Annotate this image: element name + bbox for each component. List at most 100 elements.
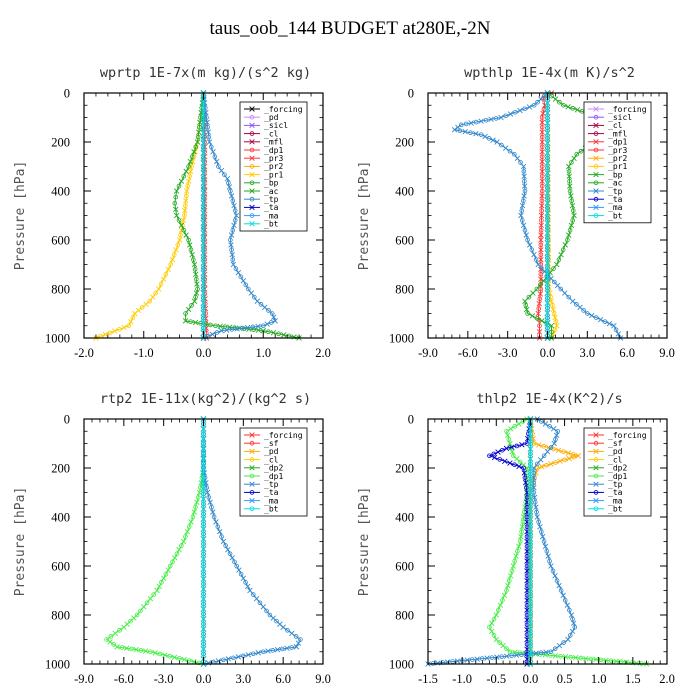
series-marker [143, 301, 149, 308]
series-marker [568, 222, 575, 229]
series-marker [293, 634, 299, 639]
legend-label: _pr3 [608, 146, 627, 155]
series-marker [528, 651, 533, 657]
series-marker [202, 125, 207, 130]
series-marker [167, 653, 173, 659]
series-marker [535, 310, 541, 317]
y-tick-label: 0 [408, 87, 414, 101]
legend-marker [249, 465, 255, 471]
series-marker [200, 456, 207, 462]
series-marker [528, 591, 533, 597]
series-marker [104, 637, 109, 642]
legend-marker [249, 440, 255, 446]
series-marker [548, 461, 554, 467]
series-marker [230, 261, 237, 268]
series-marker [528, 461, 533, 467]
series-marker [148, 649, 153, 655]
series-marker [525, 237, 530, 243]
series-marker [504, 428, 509, 434]
series-marker [524, 553, 530, 559]
series-marker [201, 541, 206, 547]
series-marker [539, 149, 545, 155]
series-marker [482, 133, 488, 140]
series-marker [544, 190, 551, 196]
series-marker [189, 164, 194, 169]
x-tick-label: 1.0 [255, 346, 271, 360]
legend-marker [249, 221, 255, 227]
legend-marker [249, 164, 255, 169]
series-marker [203, 479, 209, 486]
series-marker [201, 205, 206, 211]
series-marker [112, 630, 118, 637]
series-marker [512, 151, 517, 157]
series-marker [521, 183, 528, 189]
series-marker [566, 455, 572, 462]
series-marker [192, 267, 198, 272]
x-tick-label: -1.0 [134, 346, 154, 360]
legend-marker [249, 204, 255, 211]
series-marker [524, 563, 530, 569]
legend-label: _ma [264, 211, 279, 220]
series-marker [160, 276, 167, 282]
series-marker [200, 436, 207, 442]
series-marker [499, 142, 504, 148]
y-tick-label: 400 [51, 511, 70, 525]
series-marker [581, 308, 586, 313]
series-marker [250, 324, 256, 330]
y-axis-label: Pressure [hPa] [357, 487, 372, 597]
series-marker [538, 212, 545, 219]
series-marker [200, 596, 207, 602]
series-marker [519, 208, 525, 213]
series-marker [175, 242, 181, 248]
series-marker [200, 310, 207, 316]
series-marker [507, 649, 513, 655]
series-marker [539, 202, 545, 209]
legend-label: _forcing [608, 431, 647, 440]
y-tick-label: 800 [51, 283, 70, 297]
series-marker [547, 558, 552, 564]
series-marker [491, 454, 498, 461]
series-marker [201, 531, 206, 537]
series-marker [218, 327, 225, 334]
series-marker [147, 595, 154, 602]
series-marker [201, 145, 206, 151]
series-marker [285, 628, 290, 633]
legend-marker [249, 155, 255, 161]
series-marker [566, 294, 572, 300]
series-marker [213, 323, 218, 329]
series-marker [191, 149, 197, 155]
series-marker [201, 441, 206, 447]
series-marker [508, 444, 515, 450]
series-marker [235, 654, 242, 660]
legend-marker [249, 147, 255, 153]
series-marker [195, 134, 201, 140]
series-marker [201, 471, 206, 477]
series-marker [520, 163, 527, 170]
series-marker [537, 296, 543, 302]
series-marker [539, 115, 545, 120]
series-marker [520, 514, 527, 520]
series-marker [246, 286, 251, 292]
series-marker [558, 588, 564, 593]
series-marker [544, 280, 551, 286]
legend-label: _ta [608, 195, 623, 204]
series-marker [521, 193, 527, 199]
series-marker [260, 327, 266, 334]
legend-label: _bp [608, 170, 623, 179]
series-marker [545, 255, 550, 261]
series-marker [603, 657, 609, 664]
legend-marker [593, 481, 599, 487]
series-marker [201, 501, 206, 507]
series-marker [539, 144, 545, 150]
series-marker [489, 628, 495, 635]
series-marker [121, 324, 127, 331]
series-marker [567, 178, 572, 184]
legend-marker [593, 432, 599, 438]
legend-marker [593, 155, 599, 161]
series-marker [191, 257, 196, 262]
series-marker [265, 648, 271, 654]
series-marker [531, 494, 538, 501]
series-marker [543, 649, 549, 655]
series-marker [201, 295, 206, 301]
series-marker [611, 323, 617, 329]
